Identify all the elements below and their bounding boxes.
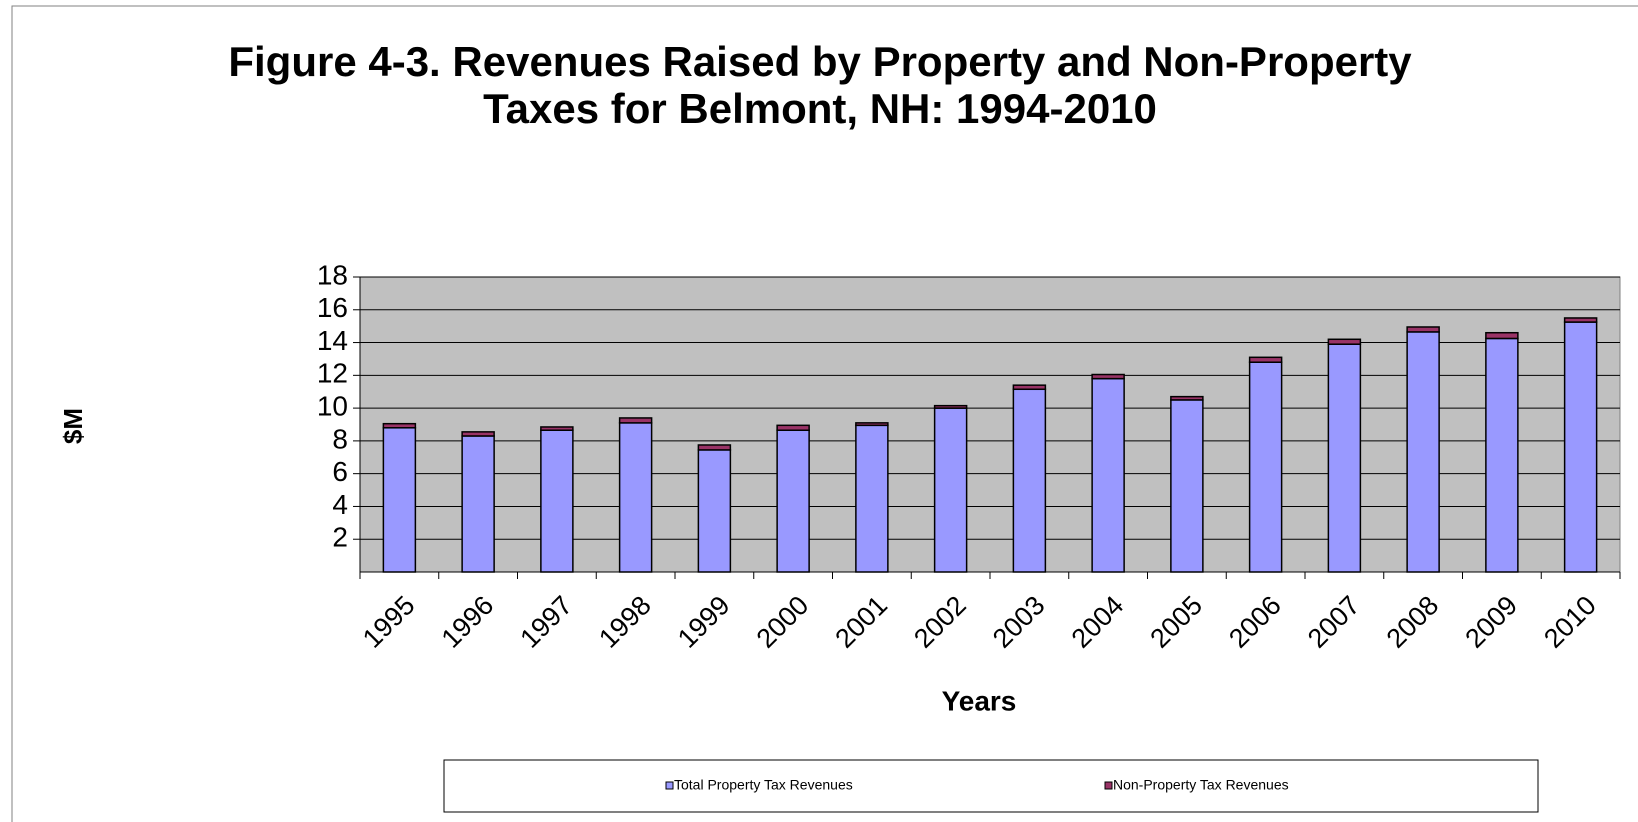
bar-segment [855, 424, 889, 573]
bar-segment [1485, 331, 1519, 340]
bar-segment [1248, 361, 1283, 573]
bar-segment [933, 407, 968, 573]
bar-segment [618, 417, 653, 424]
chart-title: Figure 4-3. Revenues Raised by Property … [228, 38, 1412, 85]
bar-segment [1091, 377, 1125, 573]
bar-segment [855, 422, 889, 427]
legend-label: Total Property Tax Revenues [674, 777, 853, 793]
bar-segment [382, 427, 417, 573]
bar-segment [1170, 395, 1204, 401]
legend-swatch [1104, 781, 1113, 790]
bar-segment [1406, 331, 1440, 573]
bar-segment [540, 429, 574, 573]
bar-segment [1248, 356, 1283, 363]
bar-segment [461, 431, 495, 437]
bar-segment [1012, 388, 1047, 573]
y-tick-label: 10 [317, 391, 348, 422]
bar-segment [1406, 326, 1440, 333]
legend-label: Non-Property Tax Revenues [1113, 777, 1289, 793]
bar-segment [697, 444, 732, 451]
bar-segment [540, 426, 574, 431]
bar-segment [461, 435, 495, 573]
y-tick-label: 6 [332, 456, 348, 487]
bar-segment [382, 422, 417, 429]
y-tick-label: 16 [317, 292, 348, 323]
x-axis-label: Years [942, 685, 1017, 716]
legend [443, 759, 1539, 813]
y-tick-label: 4 [332, 489, 348, 520]
chart-title: Taxes for Belmont, NH: 1994-2010 [483, 85, 1157, 132]
bar-segment [1091, 373, 1125, 380]
bar-segment [1563, 317, 1598, 323]
y-tick-label: 18 [317, 259, 348, 290]
y-tick-label: 12 [317, 358, 348, 389]
bar-segment [1327, 338, 1362, 345]
bar-segment [933, 404, 968, 409]
bar-segment [1485, 337, 1519, 573]
bar-segment [1170, 399, 1204, 573]
bar-segment [776, 429, 810, 573]
y-axis-label: $M [58, 408, 88, 444]
bar-segment [1327, 343, 1362, 573]
bar-segment [1012, 384, 1047, 391]
legend-swatch [665, 781, 674, 790]
bar-segment [618, 422, 653, 573]
y-tick-label: 8 [332, 423, 348, 454]
y-tick-label: 14 [317, 325, 348, 356]
bar-segment [1563, 321, 1598, 573]
bar-segment [697, 449, 732, 573]
y-tick-label: 2 [332, 522, 348, 553]
bar-segment [776, 424, 810, 431]
